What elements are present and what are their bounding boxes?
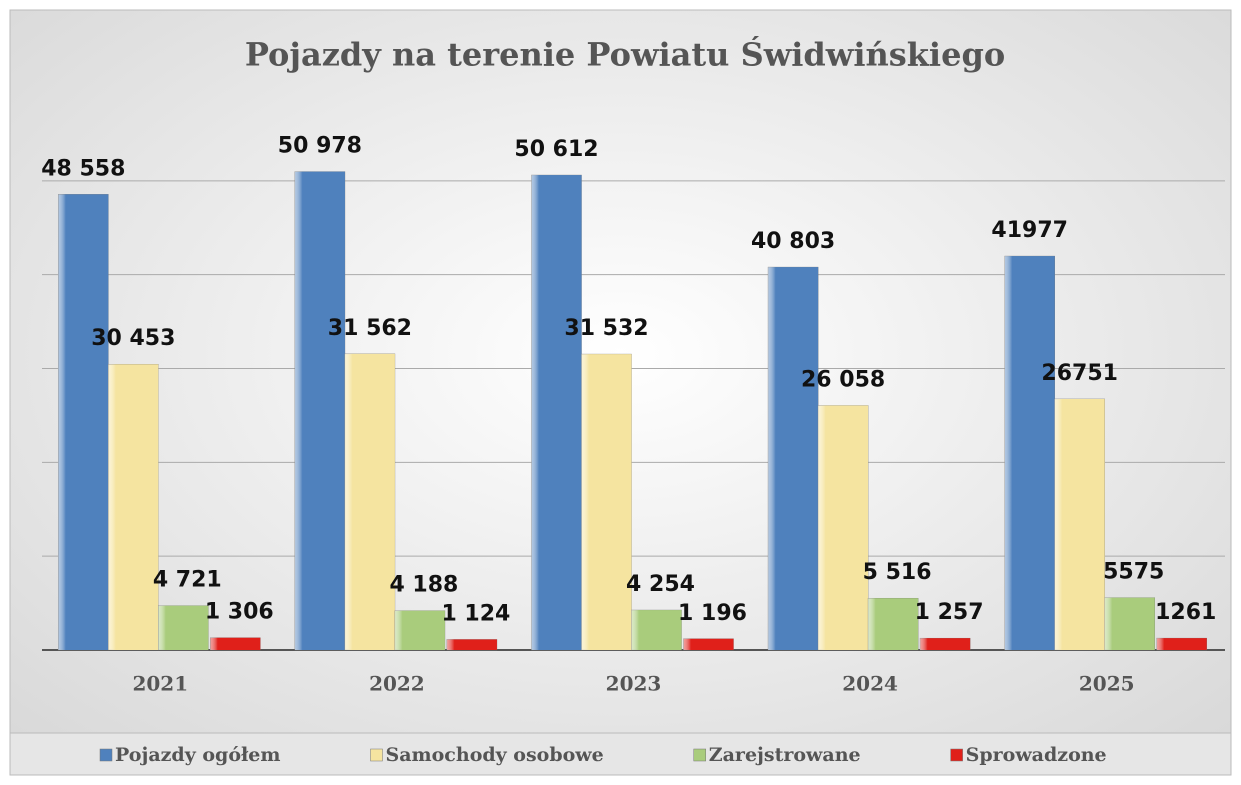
legend-swatch bbox=[693, 748, 706, 762]
data-label: 5 516 bbox=[863, 560, 932, 585]
legend-label: Zarejstrowane bbox=[709, 744, 861, 766]
data-label: 4 188 bbox=[389, 573, 458, 598]
data-label: 50 612 bbox=[514, 137, 598, 162]
data-label: 30 453 bbox=[91, 326, 175, 351]
data-label: 1 124 bbox=[441, 601, 510, 626]
legend-label: Sprowadzone bbox=[966, 744, 1107, 766]
legend-background bbox=[9, 732, 1232, 776]
data-label: 50 978 bbox=[278, 134, 362, 159]
data-label: 4 254 bbox=[626, 572, 695, 597]
data-label: 31 532 bbox=[564, 316, 648, 341]
data-label: 26 058 bbox=[801, 367, 885, 392]
bar bbox=[867, 597, 919, 651]
bar bbox=[767, 266, 819, 651]
bar bbox=[1004, 255, 1055, 651]
bar bbox=[581, 353, 632, 651]
data-label: 1 196 bbox=[678, 601, 747, 626]
bar bbox=[683, 638, 734, 651]
x-tick-label: 2022 bbox=[369, 672, 425, 696]
bar bbox=[210, 637, 261, 651]
legend-swatch bbox=[99, 748, 113, 762]
bar bbox=[1054, 398, 1105, 651]
data-label: 41977 bbox=[991, 218, 1068, 243]
legend-label: Pojazdy ogółem bbox=[115, 744, 281, 766]
data-label: 1 257 bbox=[915, 600, 984, 625]
legend-label: Samochody osobowe bbox=[386, 744, 604, 766]
data-label: 4 721 bbox=[153, 568, 222, 593]
bar bbox=[108, 363, 159, 651]
bar bbox=[817, 405, 869, 651]
bar bbox=[919, 637, 971, 651]
bar bbox=[1156, 637, 1207, 651]
bar bbox=[1104, 597, 1155, 651]
bar bbox=[344, 353, 396, 651]
x-tick-label: 2024 bbox=[842, 672, 898, 696]
chart-title: Pojazdy na terenie Powiatu Świdwińskiego bbox=[245, 36, 1005, 74]
x-tick-label: 2023 bbox=[606, 672, 662, 696]
legend-swatch bbox=[950, 748, 963, 762]
bar bbox=[294, 171, 346, 651]
legend-swatch bbox=[370, 748, 383, 762]
bar bbox=[158, 605, 209, 651]
data-label: 1 306 bbox=[205, 600, 274, 625]
x-tick-label: 2021 bbox=[132, 672, 188, 696]
bar bbox=[446, 639, 498, 651]
bar bbox=[394, 610, 446, 651]
data-label: 40 803 bbox=[751, 229, 835, 254]
data-label: 31 562 bbox=[328, 316, 412, 341]
data-label: 1261 bbox=[1155, 600, 1216, 625]
data-label: 5575 bbox=[1103, 560, 1164, 585]
bar bbox=[531, 174, 582, 651]
bar bbox=[58, 194, 109, 651]
data-label: 26751 bbox=[1041, 361, 1118, 386]
bar bbox=[631, 609, 682, 651]
data-label: 48 558 bbox=[41, 156, 125, 181]
x-tick-label: 2025 bbox=[1079, 672, 1135, 696]
